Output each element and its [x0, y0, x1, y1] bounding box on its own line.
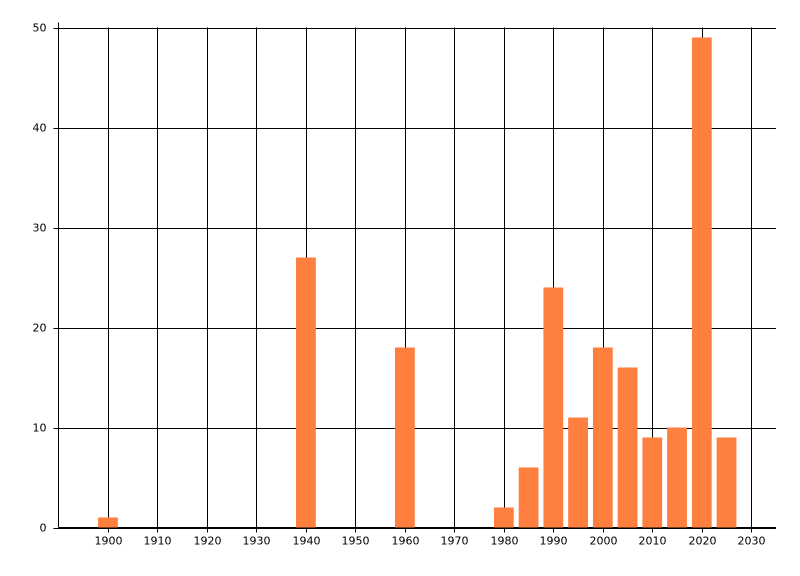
- x-tick-label: 1990: [540, 535, 568, 548]
- bar: [493, 507, 514, 528]
- bar: [543, 287, 564, 528]
- y-tick-label: 10: [33, 422, 47, 435]
- bar: [667, 427, 687, 528]
- y-tick-label: 40: [33, 122, 47, 135]
- x-tick-label: 2020: [689, 535, 717, 548]
- x-tick-label: 2030: [738, 535, 766, 548]
- x-tick-label: 1910: [144, 535, 172, 548]
- bar: [642, 437, 663, 528]
- bar: [98, 517, 118, 528]
- y-tick-label: 20: [33, 322, 47, 335]
- x-tick-label: 1970: [441, 535, 469, 548]
- x-tick-label: 2010: [639, 535, 667, 548]
- x-tick-label: 1980: [491, 535, 519, 548]
- bar: [394, 347, 415, 528]
- x-tick-label: 1950: [342, 535, 370, 548]
- bar: [617, 367, 638, 528]
- bar: [296, 257, 316, 528]
- x-tick-label: 1940: [293, 535, 321, 548]
- x-tick-label: 1900: [95, 535, 123, 548]
- y-tick-label: 30: [33, 222, 47, 235]
- bar: [568, 417, 588, 528]
- x-tick-label: 2000: [590, 535, 618, 548]
- x-tick-label: 1920: [194, 535, 222, 548]
- bar: [592, 347, 613, 528]
- x-tick-label: 1930: [243, 535, 271, 548]
- y-tick-label: 50: [33, 22, 47, 35]
- x-tick-label: 1960: [392, 535, 420, 548]
- bar: [691, 37, 712, 528]
- bar: [518, 467, 539, 528]
- bar: [716, 437, 737, 528]
- y-tick-label: 0: [40, 522, 47, 535]
